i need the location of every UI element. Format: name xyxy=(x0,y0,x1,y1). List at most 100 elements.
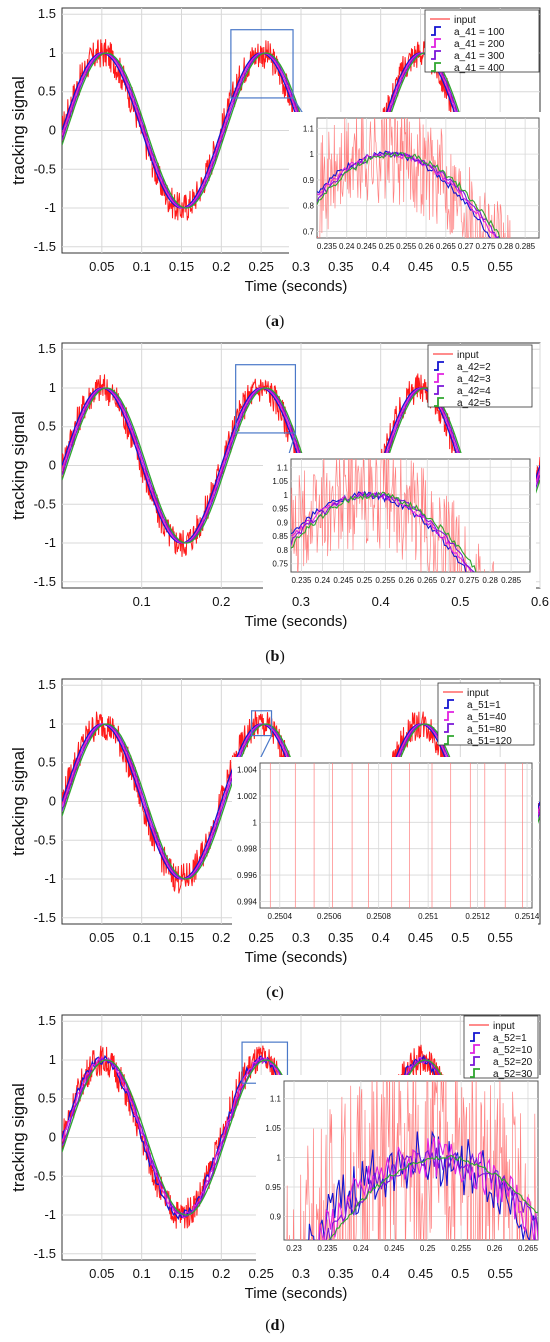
x-tick-label: 0.6 xyxy=(531,594,549,609)
legend-box xyxy=(463,1015,539,1079)
x-tick-label: 0.15 xyxy=(169,259,194,274)
x-tick-label: 0.1 xyxy=(133,594,151,609)
inset-x-tick-label: 0.2504 xyxy=(268,912,293,921)
inset-x-tick-label: 0.26 xyxy=(399,576,415,585)
series-4-line xyxy=(62,387,540,544)
inset-y-tick-label: 0.85 xyxy=(272,532,288,541)
x-tick-label: 0.45 xyxy=(408,259,433,274)
legend-box xyxy=(427,344,533,408)
y-tick-label: 1.5 xyxy=(38,6,56,21)
x-tick-label: 0.3 xyxy=(292,930,310,945)
y-tick-label: 0 xyxy=(49,123,56,138)
chart-a-svg: 0.05 0.1 0.15 0.2 0.25 0.3 0.35 0.4 0.45 0.5 0.55 -… xyxy=(9,6,545,295)
x-tick-label: 0.4 xyxy=(372,930,390,945)
x-tick-label: 0.35 xyxy=(328,1266,353,1281)
inset-x-tick-label: 0.265 xyxy=(417,576,438,585)
x-tick-label: 0.2 xyxy=(212,930,230,945)
zoom-box xyxy=(251,710,273,737)
x-tick-label: 0.3 xyxy=(292,259,310,274)
x-tick-label: 0.35 xyxy=(328,259,353,274)
x-tick-label: 0.25 xyxy=(249,259,274,274)
legend-swatch-series xyxy=(431,50,441,60)
chart-panel-d: 0.05 0.1 0.15 0.2 0.25 0.3 0.35 0.4 0.45 0.5 0.55 -… xyxy=(0,1007,550,1342)
inset-y-tick-label: 0.7 xyxy=(303,228,315,237)
legend-label: a_41 = 200 xyxy=(454,39,505,50)
inset-x-tick-label: 0.25 xyxy=(357,576,373,585)
y-tick-label: -1.5 xyxy=(34,239,56,254)
legend-label: a_42=3 xyxy=(457,374,491,385)
caption-c: (c) xyxy=(266,984,284,1001)
inset-y-tick-label: 1.004 xyxy=(237,766,258,775)
inset-series-4-line xyxy=(317,151,501,238)
inset-x-tick-label: 0.25 xyxy=(379,242,395,251)
x-tick-label: 0.3 xyxy=(292,1266,310,1281)
legend-swatch-series xyxy=(444,699,454,709)
inset-x-tick-label: 0.26 xyxy=(418,242,434,251)
legend-label: a_42=5 xyxy=(457,398,491,409)
legend-label: a_41 = 100 xyxy=(454,27,505,38)
y-tick-label: 1 xyxy=(49,380,56,395)
chart-b-svg: 0.1 0.2 0.3 0.4 0.5 0.6 -1.5 -1 -0.5 0 0.5 1 1.5 Time… xyxy=(9,341,549,630)
x-tick-label: 0.05 xyxy=(89,930,114,945)
legend-swatch-series xyxy=(434,361,444,371)
inset-x-tick-label: 0.26 xyxy=(487,1244,503,1253)
y-tick-label: -1.5 xyxy=(34,910,56,925)
inset-x-tick-label: 0.251 xyxy=(418,912,439,921)
inset-x-tick-label: 0.2512 xyxy=(465,912,490,921)
inset-x-tick-label: 0.275 xyxy=(475,242,496,251)
legend-swatch-series xyxy=(434,397,444,407)
inset-y-tick-label: 1 xyxy=(310,150,315,159)
legend-swatch-series xyxy=(470,1056,480,1066)
inset-x-tick-label: 0.275 xyxy=(459,576,480,585)
legend-swatch-series xyxy=(470,1032,480,1042)
inset-y-tick-label: 1.002 xyxy=(237,792,258,801)
inset-y-tick-label: 0.996 xyxy=(237,871,258,880)
inset-x-tick-label: 0.28 xyxy=(482,576,498,585)
y-tick-label: 1.5 xyxy=(38,677,56,692)
x-tick-label: 0.05 xyxy=(89,259,114,274)
x-tick-label: 0.15 xyxy=(169,1266,194,1281)
inset-x-tick-label: 0.255 xyxy=(375,576,396,585)
inset-series-1-line xyxy=(317,150,492,238)
legend-label: a_41 = 300 xyxy=(454,51,505,62)
y-tick-label: -1 xyxy=(44,871,56,886)
legend-swatch-series xyxy=(431,26,441,36)
legend-swatch-series xyxy=(431,62,441,72)
legend-label: a_51=120 xyxy=(467,736,512,747)
chart-panel-b: 0.1 0.2 0.3 0.4 0.5 0.6 -1.5 -1 -0.5 0 0.5 1 1.5 Time… xyxy=(0,335,550,675)
caption-b: (b) xyxy=(265,648,285,665)
y-tick-label: -1 xyxy=(44,535,56,550)
x-tick-label: 0.1 xyxy=(133,1266,151,1281)
zoom-box xyxy=(235,364,297,434)
x-tick-label: 0.1 xyxy=(133,930,151,945)
inset-x-tick-label: 0.2508 xyxy=(366,912,391,921)
legend-label: a_51=1 xyxy=(467,700,501,711)
x-tick-label: 0.5 xyxy=(451,259,469,274)
inset-x-tick-label: 0.265 xyxy=(518,1244,539,1253)
zoom-box xyxy=(230,29,294,99)
inset-series-3-line xyxy=(325,1147,538,1240)
x-axis-label: Time (seconds) xyxy=(245,949,348,966)
legend-swatch-series xyxy=(444,735,454,745)
legend-swatch-series xyxy=(434,373,444,383)
inset-y-tick-label: 1 xyxy=(277,1154,282,1163)
x-axis-label: Time (seconds) xyxy=(245,278,348,295)
inset-x-tick-label: 0.235 xyxy=(317,242,338,251)
legend-label: input xyxy=(454,15,476,26)
inset-x-tick-label: 0.2514 xyxy=(515,912,540,921)
inset-input-line xyxy=(317,118,511,238)
y-axis-label: tracking signal xyxy=(9,747,28,856)
y-tick-label: 0.5 xyxy=(38,419,56,434)
inset-y-tick-label: 0.8 xyxy=(303,202,315,211)
inset-y-tick-label: 1 xyxy=(284,491,289,500)
inset-y-tick-label: 0.9 xyxy=(303,176,315,185)
x-tick-label: 0.5 xyxy=(451,1266,469,1281)
y-tick-label: 1 xyxy=(49,45,56,60)
x-tick-label: 0.4 xyxy=(372,594,390,609)
y-tick-label: 1.5 xyxy=(38,341,56,356)
y-axis-label: tracking signal xyxy=(9,1083,28,1192)
x-tick-label: 0.2 xyxy=(212,594,230,609)
